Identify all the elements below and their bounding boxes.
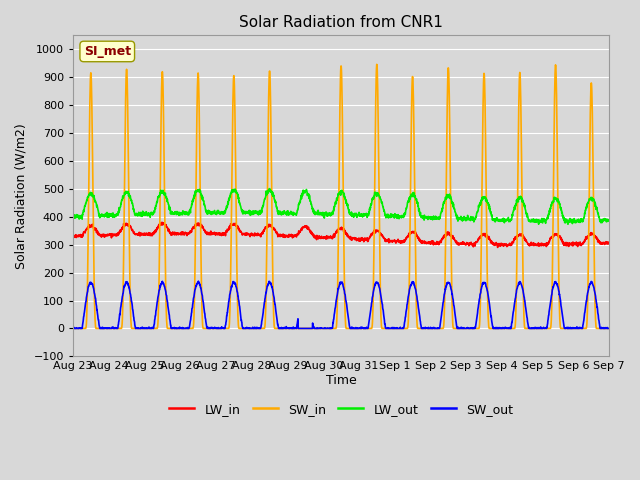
Line: LW_in: LW_in: [73, 222, 609, 247]
SW_in: [605, 325, 613, 331]
LW_out: [497, 218, 505, 224]
SW_in: [219, 325, 227, 331]
X-axis label: Time: Time: [326, 374, 356, 387]
LW_in: [69, 233, 77, 239]
LW_out: [558, 209, 566, 215]
LW_out: [356, 212, 364, 218]
LW_in: [356, 235, 364, 241]
SW_out: [559, 311, 566, 317]
SW_out: [357, 325, 365, 331]
LW_out: [219, 209, 227, 215]
SW_in: [373, 61, 381, 67]
LW_in: [159, 219, 166, 225]
Line: SW_out: SW_out: [73, 281, 609, 328]
SW_out: [497, 325, 505, 331]
LW_out: [369, 195, 376, 201]
Text: SI_met: SI_met: [84, 45, 131, 58]
SW_in: [356, 325, 364, 331]
SW_out: [369, 294, 376, 300]
LW_out: [266, 186, 273, 192]
Y-axis label: Solar Radiation (W/m2): Solar Radiation (W/m2): [15, 123, 28, 269]
Title: Solar Radiation from CNR1: Solar Radiation from CNR1: [239, 15, 443, 30]
LW_out: [69, 215, 77, 220]
SW_in: [497, 325, 505, 331]
LW_in: [497, 240, 505, 246]
SW_out: [219, 325, 227, 331]
LW_in: [369, 231, 376, 237]
LW_in: [573, 242, 581, 248]
Line: SW_in: SW_in: [73, 64, 609, 328]
SW_out: [69, 325, 77, 331]
Line: LW_out: LW_out: [73, 189, 609, 224]
LW_in: [494, 244, 502, 250]
SW_in: [368, 324, 376, 330]
LW_out: [573, 217, 581, 223]
Legend: LW_in, SW_in, LW_out, SW_out: LW_in, SW_in, LW_out, SW_out: [164, 398, 518, 420]
SW_out: [195, 278, 202, 284]
SW_out: [573, 325, 581, 331]
LW_in: [605, 241, 613, 247]
SW_in: [573, 325, 580, 331]
SW_in: [558, 325, 566, 331]
LW_out: [564, 221, 572, 227]
SW_out: [605, 325, 613, 331]
SW_in: [69, 325, 77, 331]
SW_out: [69, 325, 77, 331]
LW_in: [559, 239, 566, 244]
LW_out: [605, 217, 613, 223]
LW_in: [219, 230, 227, 236]
